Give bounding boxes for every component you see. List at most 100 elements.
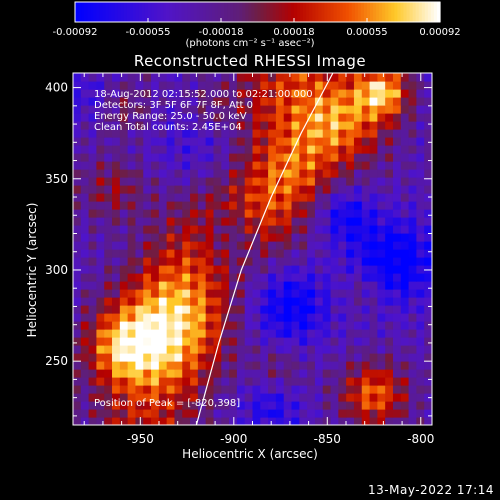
heatmap-cell [361,329,371,338]
heatmap-cell [385,329,394,338]
heatmap-cell [190,417,199,425]
heatmap-cell [361,337,371,346]
heatmap-cell [400,297,410,306]
heatmap-cell [314,257,324,266]
heatmap-cell [244,233,254,242]
heatmap-cell [283,305,293,314]
heatmap-cell [377,113,386,122]
heatmap-cell [143,97,152,106]
heatmap-cell [252,81,261,90]
heatmap-cell [174,161,183,170]
heatmap-cell [174,193,183,202]
heatmap-cell [291,153,300,162]
heatmap-cell [229,273,238,282]
heatmap-cell [229,393,238,402]
heatmap-cell [73,193,82,202]
heatmap-cell [260,417,269,425]
heatmap-cell [166,273,176,282]
heatmap-cell [408,329,417,338]
heatmap-cell [73,369,82,378]
heatmap-cell [80,105,90,114]
heatmap-cell [88,241,98,250]
heatmap-cell [104,369,113,378]
heatmap-cell [353,353,363,362]
heatmap-cell [213,185,222,194]
heatmap-cell [236,225,246,234]
heatmap-cell [73,265,82,274]
heatmap-cell [205,257,215,266]
heatmap-cell [346,297,355,306]
heatmap-cell [104,169,113,178]
heatmap-cell [80,121,90,130]
heatmap-cell [135,417,144,425]
heatmap-cell [346,113,355,122]
heatmap-cell [299,409,308,418]
heatmap-cell [104,257,113,266]
heatmap-cell [174,209,183,218]
heatmap-cell [252,321,261,330]
heatmap-cell [143,369,152,378]
heatmap-cell [221,409,230,418]
colorbar-segment [221,2,225,22]
heatmap-cell [408,233,417,242]
heatmap-cell [268,145,277,154]
heatmap-cell [385,353,394,362]
heatmap-cell [158,73,168,82]
heatmap-cell [408,257,417,266]
heatmap-cell [158,321,168,330]
heatmap-cell [127,161,137,170]
heatmap-cell [353,345,363,354]
heatmap-cell [197,265,207,274]
heatmap-cell [252,345,261,354]
heatmap-cell [205,73,215,82]
heatmap-cell [174,121,183,130]
heatmap-cell [260,329,269,338]
colorbar-segment [403,2,408,22]
heatmap-cell [283,153,293,162]
heatmap-cell [135,89,144,98]
heatmap-cell [197,385,207,394]
heatmap-cell [275,233,285,242]
heatmap-cell [80,369,90,378]
heatmap-cell [338,105,347,114]
colorbar-segment [117,2,122,22]
heatmap-cell [260,385,269,394]
heatmap-cell [307,121,316,130]
heatmap-cell [346,385,355,394]
heatmap-cell [166,265,176,274]
heatmap-cell [252,97,261,106]
heatmap-cell [112,273,121,282]
heatmap-cell [190,257,199,266]
heatmap-cell [307,97,316,106]
heatmap-cell [88,361,98,370]
heatmap-cell [236,177,246,186]
heatmap-cell [104,129,113,138]
heatmap-cell [244,193,254,202]
heatmap-cell [361,281,371,290]
heatmap-cell [252,361,261,370]
heatmap-cell [424,153,432,162]
heatmap-cell [330,393,339,402]
heatmap-cell [275,105,285,114]
heatmap-cell [112,409,121,418]
heatmap-cell [174,297,183,306]
heatmap-cell [151,337,160,346]
heatmap-cell [213,153,222,162]
heatmap-cell [112,321,121,330]
heatmap-cell [268,385,277,394]
heatmap-cell [353,81,363,90]
heatmap-cell [291,369,300,378]
heatmap-cell [377,81,386,90]
heatmap-cell [385,409,394,418]
heatmap-cell [260,97,269,106]
heatmap-cell [377,217,386,226]
colorbar-segment [230,2,234,22]
heatmap-cell [291,225,300,234]
heatmap-cell [221,353,230,362]
heatmap-cell [314,121,324,130]
heatmap-cell [151,345,160,354]
heatmap-cell [283,193,293,202]
heatmap-cell [96,409,105,418]
heatmap-cell [127,225,137,234]
colorbar-segment [214,2,219,22]
